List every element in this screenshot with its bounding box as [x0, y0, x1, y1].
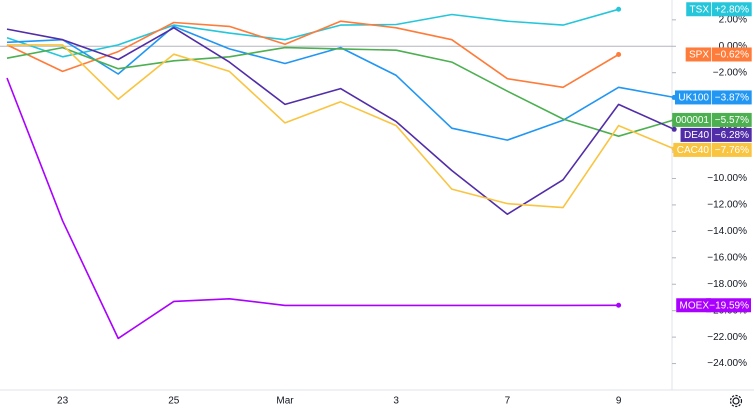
tag-value: −0.62% [715, 50, 749, 61]
end-dot [616, 6, 622, 12]
series-tag: TSX +2.80% [616, 2, 752, 17]
series-line [6, 25, 675, 141]
y-tick-label: −2.00% [713, 67, 747, 78]
x-tick-label: 25 [168, 396, 180, 407]
series-tag: SPX −0.62% [616, 47, 752, 62]
settings-icon[interactable] [729, 394, 743, 408]
series-line [6, 77, 619, 340]
legend-label: TSX [690, 4, 710, 15]
y-tick-label: −22.00% [707, 332, 747, 343]
x-tick-label: 23 [57, 396, 69, 407]
y-tick-label: −10.00% [707, 173, 747, 184]
plot [0, 8, 675, 340]
legend-label: SPX [689, 50, 709, 61]
tag-name-box [680, 127, 711, 142]
tag-name-box [685, 47, 711, 62]
tag-name-box [676, 298, 711, 313]
series-tag: MOEX −19.59% [616, 298, 751, 313]
tag-value: −19.59% [709, 300, 749, 311]
series-line [6, 27, 675, 215]
series-line [6, 46, 675, 137]
tag-value-box [711, 47, 752, 62]
end-dot [671, 126, 677, 132]
y-tick-label: −16.00% [707, 252, 747, 263]
x-tick-label: 7 [505, 396, 511, 407]
series-tag: CAC40 −7.76% [671, 142, 752, 157]
tag-value-box [711, 90, 752, 105]
y-tick-label: 2.00% [719, 14, 747, 25]
end-dot [616, 302, 622, 308]
legend-label: UK100 [678, 93, 709, 104]
y-tick-label: −14.00% [707, 226, 747, 237]
tag-value: −7.76% [715, 145, 749, 156]
series-line [7, 44, 675, 209]
tag-value-box [711, 142, 752, 157]
tag-name-box [672, 112, 711, 127]
tag-value: −5.57% [715, 115, 749, 126]
legend-label: MOEX [680, 300, 710, 311]
tag-name-box [686, 2, 711, 17]
series-tag: UK100 −3.87% [671, 90, 752, 105]
y-tick-label: −24.00% [707, 358, 747, 369]
x-tick-label: 3 [393, 396, 399, 407]
tag-value: +2.80% [715, 4, 749, 15]
series-tag: 000001 −5.57% [671, 112, 752, 127]
y-tick-label: −18.00% [707, 279, 747, 290]
tag-value-box [711, 112, 752, 127]
tag-value: −3.87% [715, 93, 749, 104]
tag-value-box [711, 2, 752, 17]
tag-value-box [706, 298, 751, 313]
tag-name-box [674, 90, 711, 105]
series-tag: DE40 −6.28% [671, 126, 752, 142]
tag-value-box [711, 127, 752, 142]
x-tick-label: 9 [616, 396, 622, 407]
tag-value: −6.28% [715, 130, 749, 141]
end-dot [616, 51, 622, 57]
series-line [6, 20, 620, 89]
tag-name-box [673, 142, 711, 157]
y-tick-label: −12.00% [707, 200, 747, 211]
y-tick-label: 0.00% [719, 41, 747, 52]
x-tick-label: Mar [276, 396, 294, 407]
legend-label: 000001 [676, 115, 710, 126]
legend-label: CAC40 [677, 145, 710, 156]
legend-label: DE40 [684, 130, 709, 141]
